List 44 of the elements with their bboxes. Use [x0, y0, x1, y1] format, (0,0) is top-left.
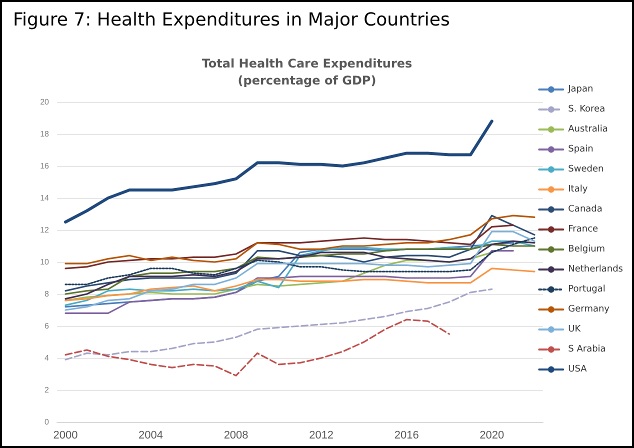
- x-tick-label: 2000: [53, 430, 78, 442]
- y-tick-label: 4: [44, 354, 50, 362]
- legend-label: Portugal: [568, 284, 606, 294]
- line-series: [64, 250, 514, 314]
- line-series: [64, 318, 450, 376]
- legend-label: Australia: [568, 124, 608, 134]
- y-tick-label: 12: [40, 226, 50, 234]
- y-tick-label: 8: [44, 290, 50, 298]
- legend-label: Canada: [568, 204, 602, 214]
- line-series: [64, 224, 514, 270]
- line-series: [64, 268, 536, 302]
- x-tick-label: 2008: [224, 430, 248, 442]
- y-tick-label: 14: [40, 194, 50, 202]
- line-series: [64, 214, 536, 292]
- legend-label: S Arabia: [568, 344, 606, 354]
- y-tick-label: 2: [44, 386, 50, 394]
- y-tick-label: 10: [40, 258, 50, 266]
- line-series: [64, 120, 494, 224]
- legend-label: Japan: [567, 84, 594, 94]
- chart-title: Figure 7: Health Expenditures in Major Countries: [13, 10, 450, 30]
- legend-label: S. Korea: [568, 104, 606, 114]
- x-tick-label: 2016: [394, 430, 419, 442]
- legend-label: Italy: [568, 184, 588, 194]
- legend-label: UK: [568, 324, 582, 334]
- line-series: [64, 288, 493, 360]
- y-tick-label: 20: [40, 98, 50, 106]
- legend-label: Netherlands: [568, 264, 624, 274]
- legend-label: Sweden: [568, 164, 604, 174]
- legend-label: Spain: [568, 144, 594, 154]
- y-tick-label: 18: [40, 130, 50, 138]
- y-tick-label: 16: [40, 162, 50, 170]
- y-tick-label: 0: [44, 418, 50, 426]
- chart-subtitle: Total Health Care Expenditures (percentage of GDP): [202, 56, 412, 88]
- x-tick-label: 2012: [309, 430, 334, 442]
- legend-label: Belgium: [568, 244, 606, 254]
- line-series: [64, 230, 536, 311]
- legend-label: Germany: [568, 304, 610, 314]
- line-series: [64, 214, 536, 264]
- y-tick-label: 6: [44, 322, 50, 330]
- x-tick-label: 2004: [138, 430, 164, 442]
- x-tick-label: 2020: [480, 430, 504, 442]
- legend-label: France: [568, 224, 599, 234]
- line-series: [64, 237, 536, 286]
- legend-label: USA: [568, 364, 588, 374]
